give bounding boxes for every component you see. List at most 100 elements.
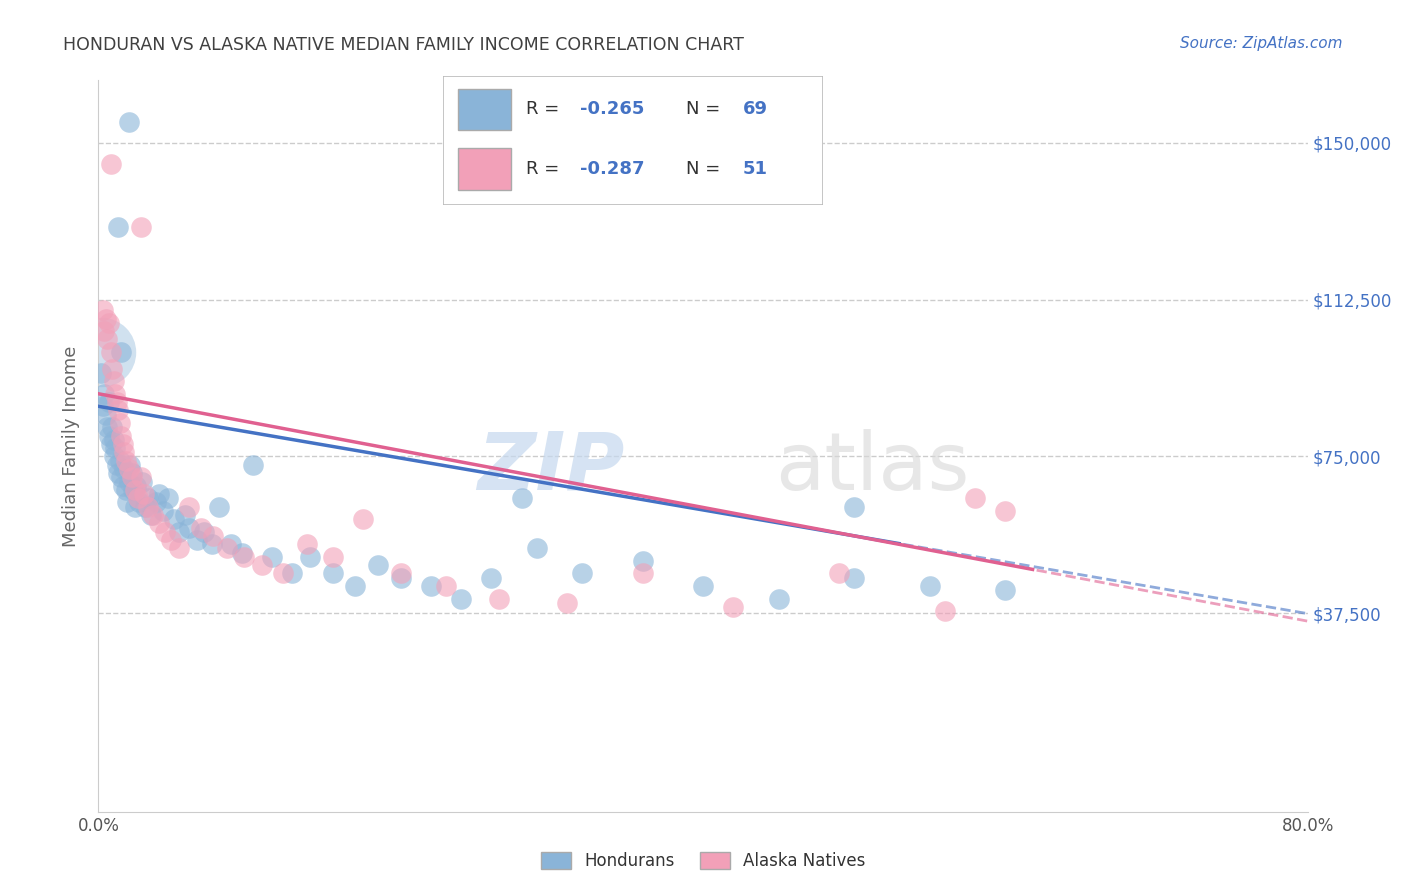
Point xyxy=(103,450,125,464)
Point xyxy=(160,533,183,547)
Point xyxy=(571,566,593,581)
Point xyxy=(526,541,548,556)
Y-axis label: Median Family Income: Median Family Income xyxy=(62,345,80,547)
Point xyxy=(389,566,412,581)
Point xyxy=(152,504,174,518)
Text: N =: N = xyxy=(686,160,725,178)
Point xyxy=(128,495,150,509)
Point xyxy=(118,475,141,489)
Point xyxy=(90,345,112,359)
Point xyxy=(112,445,135,459)
Point xyxy=(148,487,170,501)
Point xyxy=(103,433,125,447)
Point xyxy=(450,591,472,606)
Point xyxy=(918,579,941,593)
Point xyxy=(114,483,136,497)
Point xyxy=(250,558,273,573)
Point xyxy=(136,500,159,514)
Point xyxy=(389,571,412,585)
Point xyxy=(420,579,443,593)
Point xyxy=(93,386,115,401)
Point xyxy=(242,458,264,472)
Point xyxy=(173,508,195,522)
Point xyxy=(100,345,122,359)
Text: -0.287: -0.287 xyxy=(579,160,644,178)
Point xyxy=(90,366,112,380)
Point xyxy=(221,537,243,551)
Point xyxy=(142,508,165,522)
Point xyxy=(994,504,1017,518)
Point xyxy=(965,491,987,506)
Point xyxy=(136,491,159,506)
Point xyxy=(134,500,156,514)
Point xyxy=(94,408,117,422)
Point xyxy=(299,549,322,564)
Point xyxy=(163,512,186,526)
Point xyxy=(510,491,533,506)
Point xyxy=(104,386,127,401)
Point xyxy=(98,428,121,442)
Point xyxy=(193,524,215,539)
Point xyxy=(111,437,134,451)
Point xyxy=(129,219,152,234)
Point xyxy=(101,361,124,376)
Text: R =: R = xyxy=(526,160,565,178)
Text: atlas: atlas xyxy=(776,429,970,507)
Point xyxy=(201,537,224,551)
Point xyxy=(96,420,118,434)
Point xyxy=(104,441,127,455)
FancyBboxPatch shape xyxy=(443,76,823,205)
Text: -0.265: -0.265 xyxy=(579,101,644,119)
Point xyxy=(141,508,163,522)
Point xyxy=(844,571,866,585)
Point xyxy=(631,566,654,581)
Bar xyxy=(458,148,512,190)
Point xyxy=(118,462,141,476)
Point xyxy=(105,458,128,472)
Point xyxy=(105,395,128,409)
Point xyxy=(322,566,344,581)
Point xyxy=(723,599,745,614)
Point xyxy=(156,491,179,506)
Point xyxy=(120,458,142,472)
Point xyxy=(555,596,578,610)
Point xyxy=(145,495,167,509)
Point xyxy=(262,549,284,564)
Point xyxy=(132,487,155,501)
Point xyxy=(100,157,122,171)
Point xyxy=(127,491,149,506)
Point xyxy=(93,324,115,338)
Point xyxy=(215,541,238,556)
Point xyxy=(232,549,254,564)
Point xyxy=(231,545,253,559)
Point xyxy=(367,558,389,573)
Point xyxy=(692,579,714,593)
Point xyxy=(352,512,374,526)
Point xyxy=(179,520,201,534)
Point xyxy=(153,524,176,539)
Point xyxy=(121,470,143,484)
Point xyxy=(98,395,121,409)
Point xyxy=(631,554,654,568)
Point xyxy=(124,483,146,497)
Point xyxy=(107,466,129,480)
Point xyxy=(94,311,117,326)
Point xyxy=(934,604,956,618)
Point xyxy=(122,483,145,497)
Point xyxy=(344,579,367,593)
Point xyxy=(124,500,146,514)
Point xyxy=(208,500,231,514)
Text: Source: ZipAtlas.com: Source: ZipAtlas.com xyxy=(1180,36,1343,51)
Text: HONDURAN VS ALASKA NATIVE MEDIAN FAMILY INCOME CORRELATION CHART: HONDURAN VS ALASKA NATIVE MEDIAN FAMILY … xyxy=(63,36,744,54)
Point xyxy=(112,462,135,476)
Text: 69: 69 xyxy=(742,101,768,119)
Point xyxy=(110,345,132,359)
Point xyxy=(295,537,318,551)
Point xyxy=(100,437,122,451)
Point xyxy=(108,453,131,467)
Point xyxy=(190,520,212,534)
Point xyxy=(118,115,141,129)
Point xyxy=(167,524,190,539)
Point xyxy=(110,428,132,442)
Point xyxy=(202,529,225,543)
